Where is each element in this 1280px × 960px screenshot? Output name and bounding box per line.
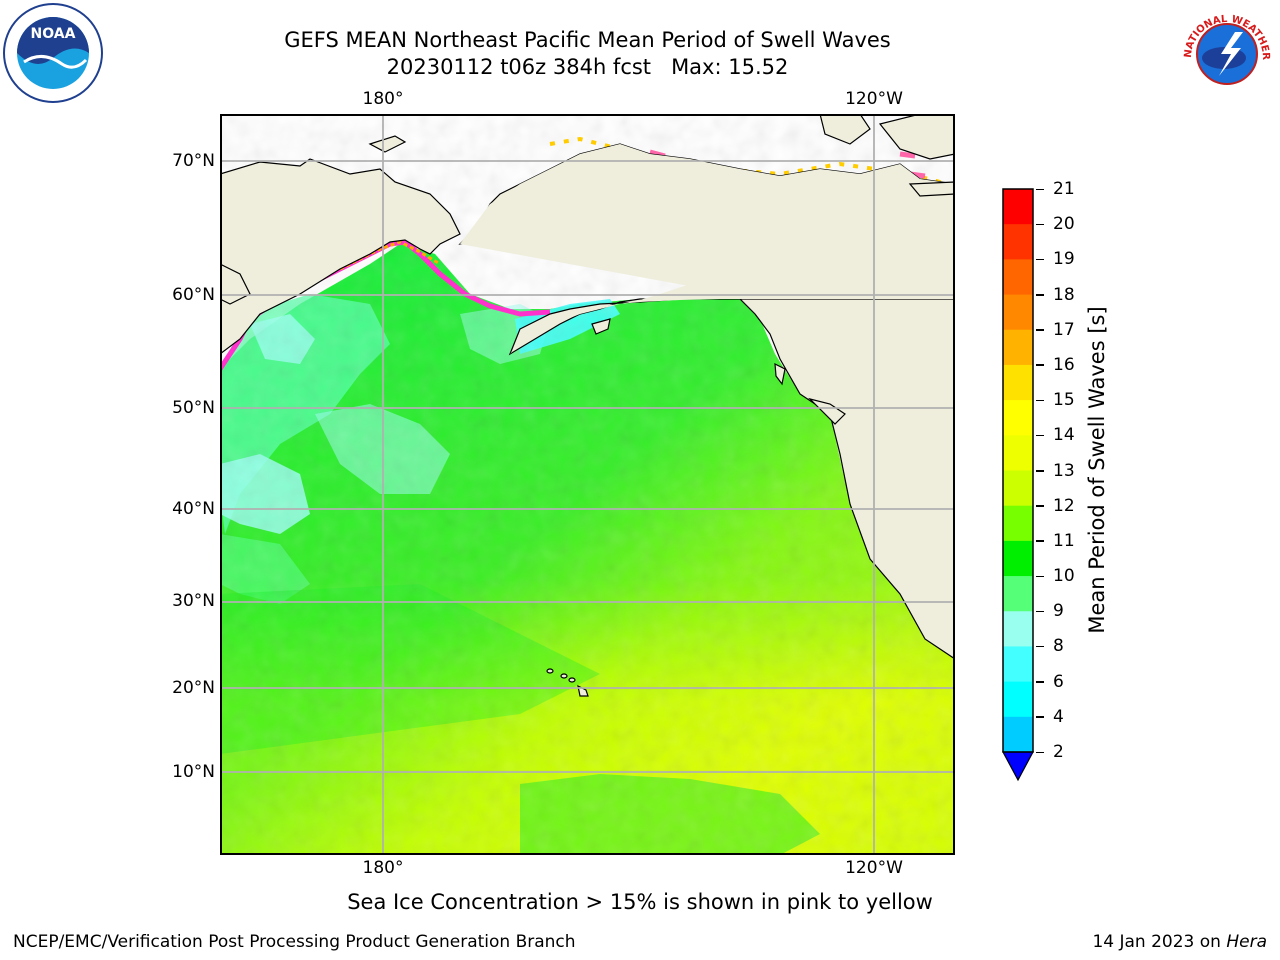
- colorbar-tick-label: 8: [1053, 636, 1064, 657]
- lat-label-20n: 20°N: [172, 678, 215, 698]
- colorbar-cell: [1003, 400, 1033, 436]
- colorbar-tick-label: 6: [1053, 671, 1064, 692]
- colorbar-cell: [1003, 681, 1033, 718]
- colorbar-tick: [1036, 434, 1044, 437]
- colorbar-cell: [1003, 505, 1033, 542]
- lat-label-10n: 10°N: [172, 762, 215, 782]
- colorbar-cell: [1003, 611, 1033, 647]
- colorbar-tick: [1036, 645, 1044, 648]
- colorbar-tick: [1036, 329, 1044, 331]
- colorbar-tick: [1036, 294, 1044, 296]
- colorbar-cell: [1003, 364, 1033, 401]
- footer-credit: NCEP/EMC/Verification Post Processing Pr…: [13, 932, 576, 952]
- colorbar-tick-label: 19: [1053, 249, 1075, 270]
- lon-label-top-120w: 120°W: [845, 89, 903, 109]
- lat-label-40n: 40°N: [172, 499, 215, 519]
- colorbar-tick-label: 2: [1053, 742, 1064, 762]
- colorbar-tick-label: 14: [1053, 425, 1075, 446]
- colorbar-tick: [1036, 223, 1044, 226]
- map-title: GEFS MEAN Northeast Pacific Mean Period …: [284, 28, 891, 52]
- lat-label-60n: 60°N: [172, 285, 215, 305]
- footer-date-text: 14 Jan 2023 on: [1092, 932, 1227, 952]
- lat-label-30n: 30°N: [172, 591, 215, 611]
- colorbar-tick-label: 10: [1053, 566, 1075, 587]
- footer-date: 14 Jan 2023 on Hera: [1092, 932, 1267, 952]
- colorbar-tick: [1036, 610, 1044, 613]
- lon-label-bottom-120w: 120°W: [845, 858, 903, 878]
- colorbar-tick: [1036, 470, 1044, 472]
- colorbar-tick-label: 18: [1053, 284, 1075, 305]
- map-plot: [220, 114, 955, 855]
- map-subtitle-date: 20230112 t06z 384h fcst Max: 15.52: [386, 55, 789, 79]
- colorbar-tick: [1036, 399, 1044, 402]
- colorbar-label: Mean Period of Swell Waves [s]: [1085, 306, 1109, 634]
- colorbar-cell: [1003, 435, 1033, 471]
- lon-label-top-180: 180°: [362, 89, 404, 109]
- lon-label-bottom-180: 180°: [362, 858, 404, 878]
- colorbar: [1001, 188, 1035, 782]
- colorbar-tick: [1036, 188, 1044, 190]
- colorbar-cell: [1003, 716, 1033, 753]
- colorbar-cell: [1003, 470, 1033, 507]
- noaa-logo: NOAA: [3, 3, 103, 103]
- colorbar-tick: [1036, 258, 1044, 261]
- colorbar-tick-label: 13: [1053, 460, 1075, 481]
- colorbar-tick-label: 16: [1053, 354, 1075, 375]
- colorbar-tick: [1036, 540, 1044, 542]
- colorbar-extend-arrow: [1001, 751, 1035, 782]
- colorbar-tick-label: 11: [1053, 530, 1075, 551]
- footer-host: Hera: [1226, 932, 1267, 952]
- colorbar-tick-label: 17: [1053, 319, 1075, 340]
- colorbar-tick-label: 4: [1053, 706, 1064, 727]
- noaa-logo-text: NOAA: [31, 26, 76, 42]
- lat-label-70n: 70°N: [172, 151, 215, 171]
- colorbar-cell: [1003, 329, 1033, 366]
- colorbar-cell: [1003, 294, 1033, 331]
- colorbar-tick: [1036, 716, 1044, 718]
- colorbar-cell: [1003, 576, 1033, 612]
- colorbar-cell: [1003, 189, 1033, 225]
- colorbar-tick-label: 20: [1053, 214, 1075, 235]
- colorbar-tick-label: 15: [1053, 390, 1075, 411]
- colorbar-tick: [1036, 364, 1044, 366]
- colorbar-tick-label: 21: [1053, 179, 1075, 199]
- colorbar-cell: [1003, 540, 1033, 577]
- colorbar-cell: [1003, 646, 1033, 683]
- colorbar-cell: [1003, 259, 1033, 296]
- sea-ice-note: Sea Ice Concentration > 15% is shown in …: [347, 890, 933, 914]
- colorbar-tick: [1036, 505, 1044, 507]
- colorbar-tick-label: 9: [1053, 601, 1064, 622]
- lat-label-50n: 50°N: [172, 398, 215, 418]
- colorbar-tick: [1036, 681, 1044, 683]
- colorbar-tick-label: 12: [1053, 495, 1075, 516]
- colorbar-tick: [1036, 575, 1044, 578]
- national-weather-service-logo: NATIONAL WEATHER SERVICE: [1177, 2, 1273, 100]
- colorbar-tick: [1036, 751, 1044, 753]
- colorbar-cell: [1003, 224, 1033, 260]
- map-gridlines: [220, 114, 955, 855]
